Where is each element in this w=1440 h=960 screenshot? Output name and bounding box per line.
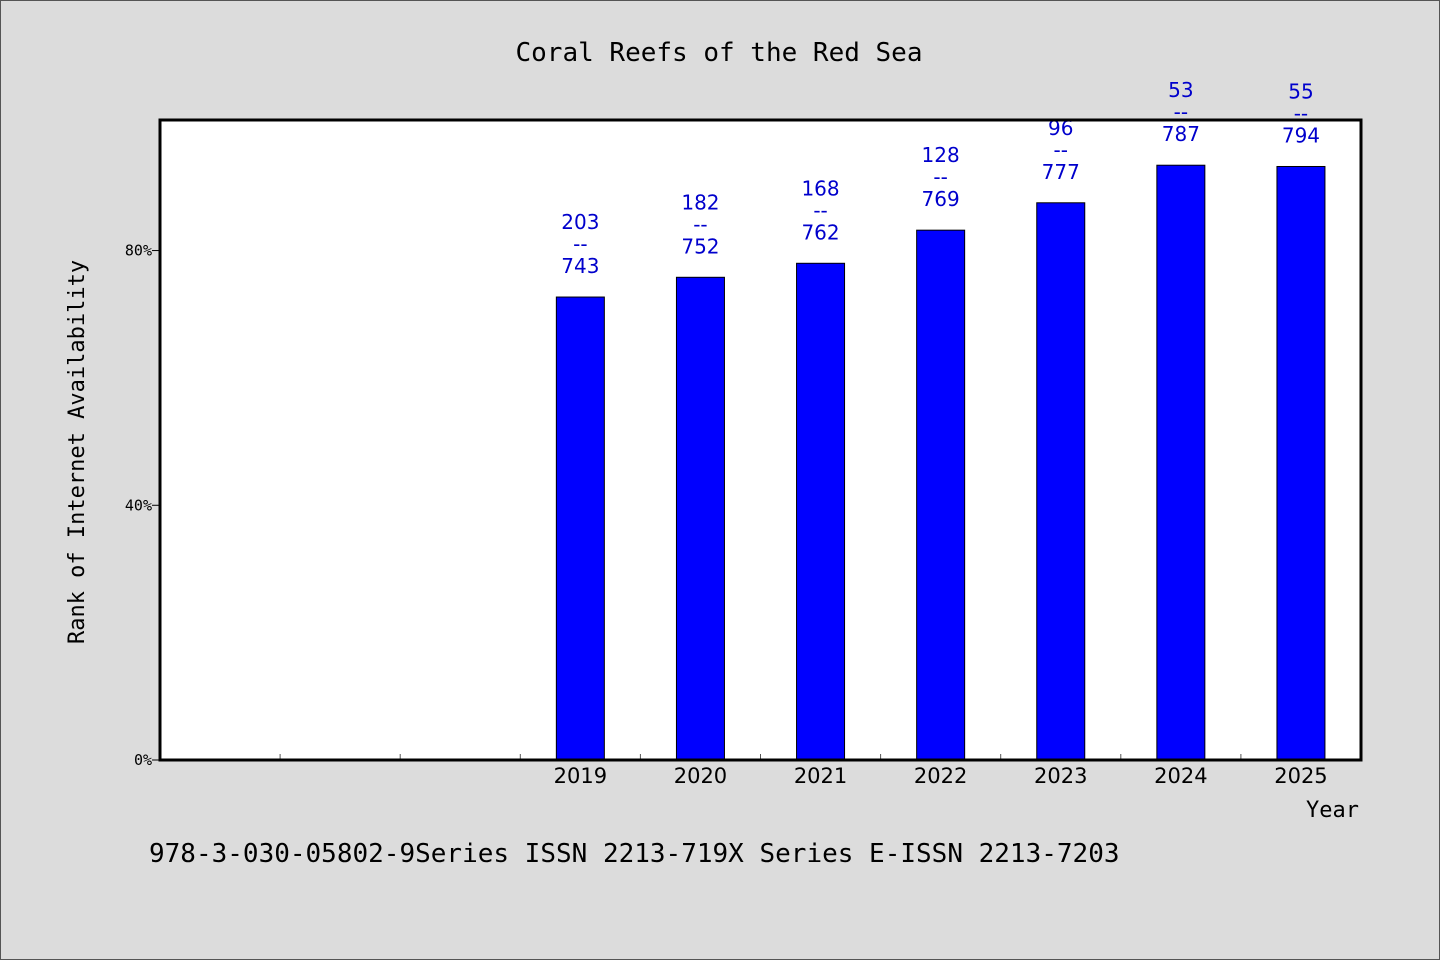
y-tick-label: 40% — [125, 496, 152, 514]
y-tick-label: 80% — [125, 242, 152, 260]
bar-data-label: -- — [1294, 101, 1308, 125]
bar-data-label: 787 — [1162, 122, 1200, 146]
bar-data-label: 128 — [922, 143, 960, 167]
bar-data-label: -- — [813, 198, 827, 222]
bar-data-label: -- — [693, 212, 707, 236]
bar-data-label: 55 — [1288, 79, 1313, 103]
bar-data-label: 743 — [561, 254, 599, 278]
bar-data-label: 752 — [681, 234, 719, 258]
y-axis-ticks: 0% 40% 80% — [125, 242, 160, 769]
bar-2022 — [916, 229, 966, 761]
bar-data-label: 769 — [922, 187, 960, 211]
bar-2021 — [796, 262, 846, 761]
bar-data-label: 182 — [681, 190, 719, 214]
bar-series — [555, 164, 1326, 761]
bar-2019 — [555, 296, 605, 761]
x-tick-label: 2022 — [914, 764, 967, 788]
x-tick-label: 2023 — [1034, 764, 1087, 788]
bar-data-label: -- — [1174, 100, 1188, 124]
x-axis-ticks: 2019 2020 2021 2022 2023 2024 2025 — [279, 754, 1328, 788]
bar-data-label: 762 — [801, 220, 839, 244]
footer-text: 978-3-030-05802-9Series ISSN 2213-719X S… — [149, 839, 1120, 869]
x-tick-label: 2021 — [794, 764, 847, 788]
y-axis-label: Rank of Internet Availability — [65, 260, 90, 644]
bar-data-label: 203 — [561, 210, 599, 234]
bar-2024 — [1156, 164, 1206, 761]
bar-data-label: -- — [1054, 138, 1068, 162]
bar-2025 — [1276, 165, 1326, 761]
bar-data-label: 53 — [1168, 78, 1193, 102]
x-tick-label: 2019 — [554, 764, 607, 788]
bar-data-label: -- — [573, 232, 587, 256]
plot-border — [158, 118, 1363, 762]
bar-2020 — [675, 276, 725, 761]
x-axis-label: Year — [1306, 798, 1359, 823]
chart-title: Coral Reefs of the Red Sea — [516, 38, 923, 68]
bar-2023 — [1036, 202, 1086, 761]
bar-data-label: 168 — [801, 176, 839, 200]
bar-data-label: 777 — [1042, 160, 1080, 184]
x-tick-label: 2024 — [1154, 764, 1207, 788]
x-tick-label: 2020 — [674, 764, 727, 788]
bar-data-label: 794 — [1282, 123, 1320, 147]
x-tick-label: 2025 — [1274, 764, 1327, 788]
bar-data-label: -- — [933, 165, 947, 189]
y-tick-label: 0% — [134, 751, 152, 769]
